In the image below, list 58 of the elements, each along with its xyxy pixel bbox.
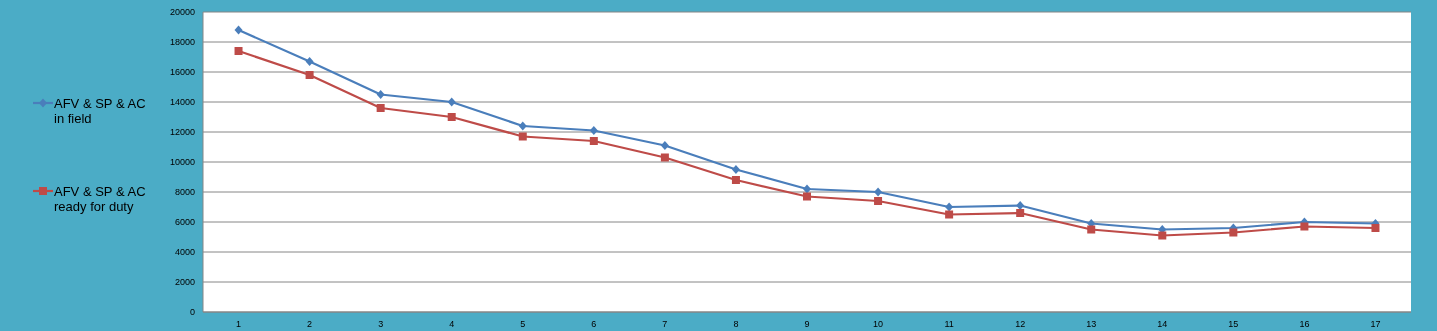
point	[803, 184, 811, 194]
x-tick-label: 9	[804, 319, 810, 330]
point	[731, 176, 740, 184]
x-tick-label: 12	[1015, 319, 1026, 330]
point	[589, 126, 598, 135]
point	[376, 104, 385, 112]
x-tick-label: 6	[591, 319, 597, 330]
point	[447, 97, 456, 107]
point	[1300, 222, 1309, 231]
y-tick-label: 2000	[174, 277, 195, 288]
point	[660, 141, 669, 150]
point	[447, 113, 456, 121]
point	[1371, 224, 1380, 232]
y-tick-label: 16000	[169, 67, 195, 78]
point	[376, 90, 385, 99]
y-tick-label: 10000	[169, 157, 195, 168]
y-tick-label: 0	[189, 307, 195, 318]
point	[518, 121, 527, 131]
x-tick-label: 7	[662, 319, 668, 330]
y-tick-label: 12000	[169, 127, 195, 138]
point	[874, 197, 883, 205]
x-tick-label: 14	[1157, 319, 1168, 330]
y-tick-label: 6000	[174, 217, 195, 228]
point	[1016, 201, 1025, 210]
x-tick-label: 13	[1086, 319, 1097, 330]
point	[589, 137, 598, 145]
point	[234, 47, 243, 55]
point	[1016, 209, 1025, 217]
legend-label: AFV & SP & AC in field	[54, 95, 146, 127]
y-tick-label: 8000	[174, 187, 195, 198]
point	[518, 132, 527, 141]
legend-label: AFV & SP & AC ready for duty	[54, 183, 146, 215]
point	[803, 192, 811, 201]
x-tick-label: 16	[1299, 319, 1310, 330]
x-tick-label: 10	[873, 319, 884, 330]
point	[1229, 228, 1238, 237]
point	[305, 57, 314, 66]
y-tick-label: 18000	[169, 37, 195, 48]
y-tick-label: 4000	[174, 247, 195, 258]
point	[305, 71, 314, 79]
x-tick-label: 17	[1370, 319, 1381, 330]
x-tick-label: 3	[378, 319, 384, 330]
point	[1158, 231, 1167, 240]
point	[945, 202, 954, 212]
x-tick-label: 4	[449, 319, 455, 330]
point	[1087, 225, 1096, 234]
x-tick-label: 2	[307, 319, 313, 330]
x-tick-label: 8	[733, 319, 739, 330]
point	[874, 187, 883, 197]
point	[945, 210, 954, 219]
point	[731, 165, 740, 174]
x-tick-label: 15	[1228, 319, 1239, 330]
x-tick-label: 5	[520, 319, 526, 330]
x-tick-label: 11	[944, 319, 954, 330]
y-tick-label: 20000	[169, 7, 195, 18]
y-tick-label: 14000	[169, 97, 195, 108]
point	[660, 153, 669, 162]
x-tick-label: 1	[236, 319, 242, 330]
